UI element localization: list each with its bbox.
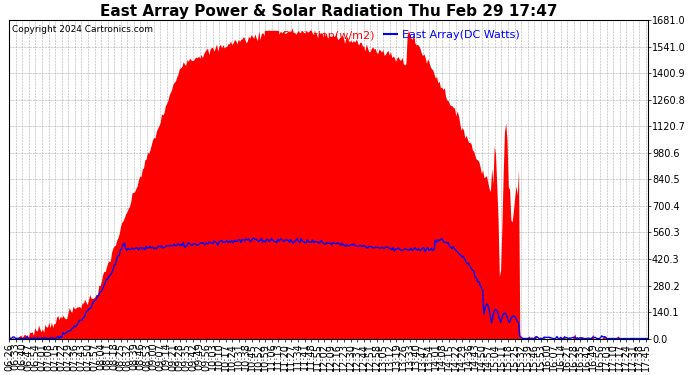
Text: Copyright 2024 Cartronics.com: Copyright 2024 Cartronics.com: [12, 25, 153, 34]
Title: East Array Power & Solar Radiation Thu Feb 29 17:47: East Array Power & Solar Radiation Thu F…: [100, 4, 558, 19]
Legend: Radiation(w/m2), East Array(DC Watts): Radiation(w/m2), East Array(DC Watts): [261, 26, 524, 45]
